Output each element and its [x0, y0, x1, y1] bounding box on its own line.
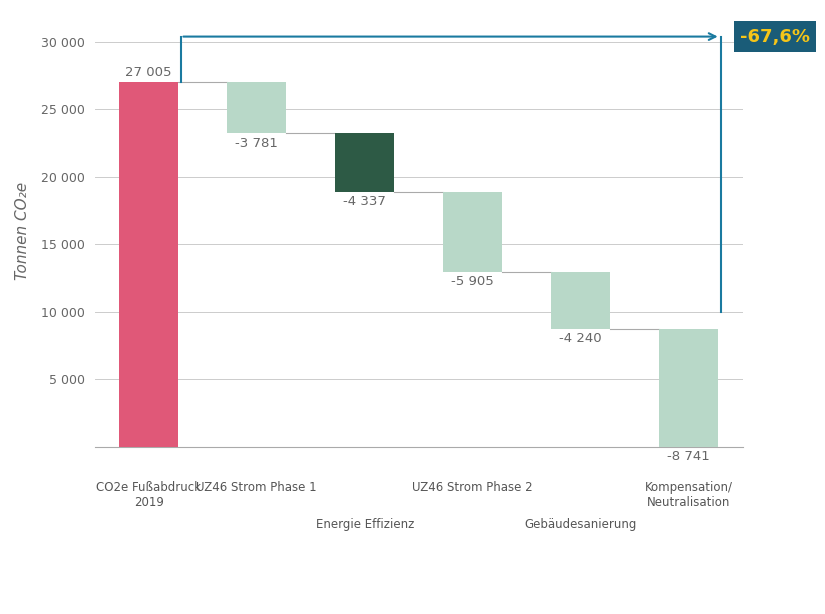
Bar — [443, 192, 502, 271]
Text: -3 781: -3 781 — [235, 137, 278, 150]
Bar — [551, 271, 610, 328]
Text: Gebäudesanierung: Gebäudesanierung — [525, 518, 637, 531]
Text: -8 741: -8 741 — [667, 450, 710, 463]
Text: UZ46 Strom Phase 2: UZ46 Strom Phase 2 — [412, 481, 533, 494]
Text: 27 005: 27 005 — [125, 66, 172, 79]
Bar — [335, 133, 394, 192]
Text: -67,6%: -67,6% — [740, 28, 810, 45]
Bar — [659, 328, 719, 446]
Bar — [119, 82, 178, 446]
Text: Energie Effizienz: Energie Effizienz — [315, 518, 414, 531]
Text: UZ46 Strom Phase 1: UZ46 Strom Phase 1 — [196, 481, 317, 494]
Text: CO2e Fußabdruck
2019: CO2e Fußabdruck 2019 — [97, 481, 201, 509]
Text: -4 240: -4 240 — [559, 332, 602, 345]
Text: -5 905: -5 905 — [451, 275, 494, 288]
Text: -4 337: -4 337 — [343, 195, 386, 208]
Bar — [227, 82, 286, 133]
Text: Kompensation/
Neutralisation: Kompensation/ Neutralisation — [644, 481, 733, 509]
Y-axis label: Tonnen CO₂e: Tonnen CO₂e — [15, 182, 30, 280]
